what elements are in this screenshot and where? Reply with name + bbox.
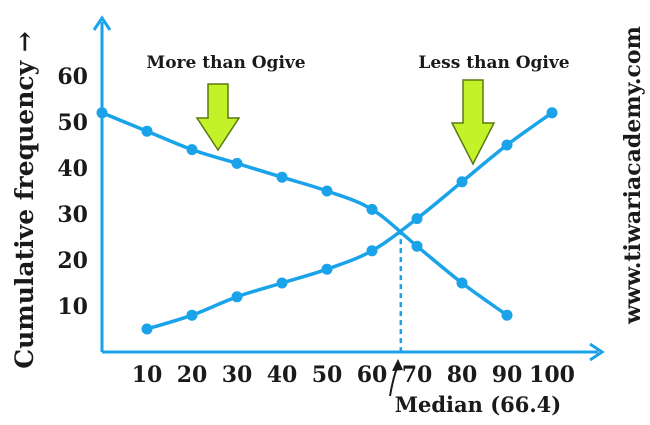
more-than-ogive-point (96, 107, 108, 119)
median-label: Median (66.4) (395, 392, 561, 417)
more-ogive-label: More than Ogive (146, 53, 305, 73)
more-ogive-arrow (195, 83, 241, 152)
more-than-ogive-point (186, 144, 198, 156)
less-than-ogive-point (141, 323, 153, 335)
more-than-ogive-point (321, 185, 333, 197)
more-than-ogive-point (411, 240, 423, 252)
x-tick-label: 70 (402, 362, 433, 388)
less-than-ogive-point (321, 263, 333, 275)
less-than-ogive-point (411, 213, 423, 225)
y-axis-arrowhead (92, 15, 112, 31)
median-pointer-arrowhead (392, 359, 403, 371)
more-than-ogive-point (276, 171, 288, 183)
less-than-ogive-point (546, 107, 558, 119)
more-than-ogive-point (141, 125, 153, 137)
less-than-ogive-point (276, 277, 288, 289)
x-tick-label: 100 (529, 362, 575, 388)
more-than-ogive-line (101, 111, 509, 317)
x-tick-label: 60 (357, 362, 388, 388)
y-tick-label: 20 (57, 248, 88, 274)
y-tick-label: 60 (57, 64, 88, 90)
less-than-ogive-point (186, 309, 198, 321)
x-tick-label: 90 (492, 362, 523, 388)
watermark-text: www.tiwariacademy.com (620, 26, 646, 325)
x-tick-label: 30 (222, 362, 253, 388)
less-than-ogive-point (456, 176, 468, 188)
tick-labels: 10 20 30 40 50 60 70 80 90 100 10 20 30 40 50 60 (57, 64, 575, 388)
y-tick-label: 10 (57, 294, 88, 320)
x-axis-arrowhead (589, 342, 605, 362)
series-group (96, 107, 558, 335)
less-ogive-arrow (450, 79, 496, 166)
x-tick-label: 10 (132, 362, 163, 388)
more-than-ogive-point (501, 309, 513, 321)
y-axis-label: Cumulative frequency → (10, 31, 39, 369)
less-than-ogive-point (366, 245, 378, 257)
axes (92, 15, 605, 362)
less-than-ogive-line (146, 111, 554, 331)
more-than-ogive-point (366, 203, 378, 215)
x-tick-label: 50 (312, 362, 343, 388)
x-tick-label: 40 (267, 362, 298, 388)
less-ogive-label: Less than Ogive (418, 53, 569, 73)
less-than-ogive-point (231, 291, 243, 303)
y-tick-label: 40 (57, 156, 88, 182)
y-tick-label: 30 (57, 202, 88, 228)
more-than-ogive-point (456, 277, 468, 289)
less-than-ogive-point (501, 139, 513, 151)
y-tick-label: 50 (57, 110, 88, 136)
x-tick-label: 20 (177, 362, 208, 388)
more-than-ogive-point (231, 157, 243, 169)
x-tick-label: 80 (447, 362, 478, 388)
